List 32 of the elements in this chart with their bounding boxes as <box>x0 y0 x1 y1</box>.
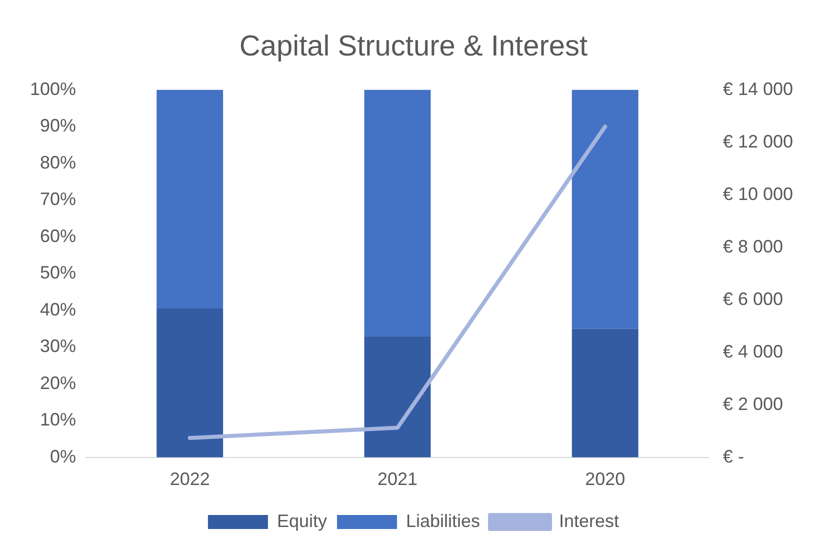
y-tick-label: 80% <box>40 152 76 172</box>
x-tick-label: 2022 <box>170 469 210 490</box>
x-tick-label: 2020 <box>585 469 626 490</box>
y2-tick-label: € 12 000 <box>722 131 794 152</box>
bar <box>364 336 431 458</box>
y2-tick-label: € 8 000 <box>722 236 783 256</box>
y-tick-label: 20% <box>40 372 76 393</box>
bar <box>156 90 224 309</box>
y2-tick-label: € 10 000 <box>722 184 794 204</box>
x-tick-label: 2021 <box>377 469 418 490</box>
y2-tick-label: € 4 000 <box>722 341 783 362</box>
y-tick-label: 90% <box>40 116 76 136</box>
y-tick-label: 40% <box>40 299 76 320</box>
legend-label: Interest <box>559 510 620 531</box>
y2-tick-label: € - <box>722 446 744 466</box>
y2-tick-label: € 2 000 <box>722 394 783 414</box>
bar <box>572 90 638 329</box>
y-tick-label: 60% <box>40 226 76 246</box>
legend-label: Equity <box>276 510 327 531</box>
bar <box>156 308 224 458</box>
y2-tick-label: € 14 000 <box>722 78 794 99</box>
bar <box>572 328 638 458</box>
y-tick-label: 70% <box>40 189 76 210</box>
y-tick-label: 30% <box>40 336 76 356</box>
y2-tick-label: € 6 000 <box>722 288 783 309</box>
y-tick-label: 10% <box>40 410 76 430</box>
y-tick-label: 0% <box>50 446 76 466</box>
bar <box>364 90 431 336</box>
y-tick-label: 100% <box>30 78 76 99</box>
y-tick-label: 50% <box>40 262 76 283</box>
legend-label: Liabilities <box>406 510 480 531</box>
chart-title: Capital Structure & Interest <box>239 30 588 62</box>
